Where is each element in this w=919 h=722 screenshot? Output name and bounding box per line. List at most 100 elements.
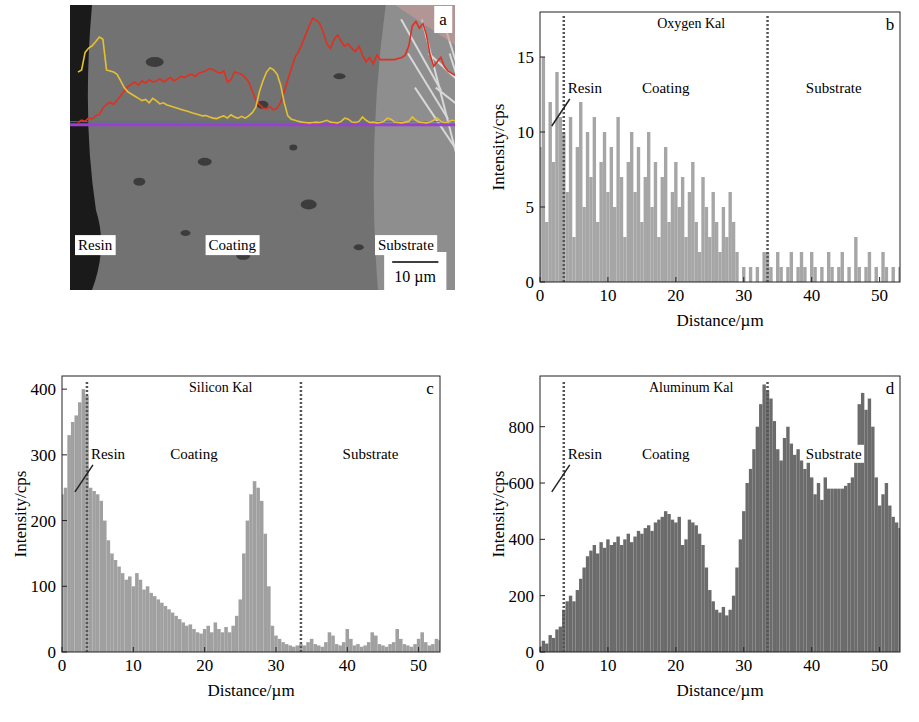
pore	[289, 145, 297, 151]
bar	[868, 252, 871, 282]
bar	[773, 421, 776, 652]
region-label: Coating	[209, 237, 257, 253]
bar	[406, 645, 410, 652]
bar	[253, 481, 257, 652]
bar	[810, 477, 813, 652]
x-tick-label: 0	[58, 656, 67, 675]
bar	[623, 539, 626, 652]
bar	[708, 590, 711, 652]
bar	[732, 222, 735, 282]
bar	[593, 545, 596, 652]
bar	[164, 606, 168, 652]
bar	[796, 267, 799, 282]
bar	[695, 525, 698, 652]
bar	[613, 207, 616, 282]
bar	[644, 177, 647, 282]
region-label: Substrate	[806, 80, 862, 96]
bar	[830, 267, 833, 282]
bar	[292, 647, 296, 652]
label-pointer	[75, 465, 93, 492]
y-tick	[540, 426, 545, 427]
bar	[559, 117, 562, 282]
x-tick	[743, 277, 744, 282]
bar	[242, 553, 246, 652]
bar	[153, 596, 157, 652]
bar	[603, 132, 606, 282]
bar	[644, 528, 647, 652]
bar	[324, 642, 328, 652]
y-axis-title: Intensity/cps	[11, 471, 30, 558]
bar	[630, 132, 633, 282]
label-pointer	[552, 465, 570, 492]
y-tick-label: 400	[31, 380, 57, 399]
bar	[388, 644, 392, 652]
bar	[881, 252, 884, 282]
bar	[542, 57, 545, 282]
bar	[813, 267, 816, 282]
bar	[858, 267, 861, 282]
x-tick	[275, 647, 276, 652]
bar	[895, 522, 898, 652]
scale-bar	[392, 261, 438, 263]
bar	[99, 501, 103, 652]
bar	[725, 615, 728, 652]
bar	[664, 147, 667, 282]
x-tick	[540, 647, 541, 652]
bar	[705, 568, 708, 652]
pore	[146, 57, 164, 67]
x-tick-label: 20	[196, 656, 213, 675]
scan-profile	[78, 18, 455, 122]
bar	[728, 192, 731, 282]
bar	[256, 488, 260, 652]
bar	[691, 162, 694, 282]
x-tick	[347, 647, 348, 652]
boundaries	[87, 380, 301, 652]
bar	[667, 222, 670, 282]
bar	[858, 404, 861, 652]
bar	[681, 545, 684, 652]
panel-a: ResinCoatingSubstrate10 µma	[70, 5, 497, 290]
panel-label-background	[434, 6, 452, 33]
bar	[203, 629, 207, 652]
bar	[735, 568, 738, 652]
x-tick	[133, 647, 134, 652]
bar	[89, 488, 93, 652]
x-tick-label: 50	[871, 656, 888, 675]
bar	[552, 162, 555, 282]
y-tick-label: 300	[31, 446, 57, 465]
bar	[249, 494, 253, 652]
bar	[674, 522, 677, 652]
bar	[274, 636, 278, 652]
bar	[146, 586, 150, 652]
panel-label-background	[884, 378, 897, 399]
bar	[403, 644, 407, 652]
y-tick-label: 5	[526, 198, 535, 217]
bar	[545, 644, 548, 652]
bar	[399, 639, 403, 652]
bar	[769, 399, 772, 652]
bar	[157, 599, 161, 652]
bar	[725, 237, 728, 282]
bar	[392, 642, 396, 652]
label-background	[640, 79, 692, 97]
bar	[674, 162, 677, 282]
label-background	[640, 445, 692, 463]
bar	[331, 636, 335, 652]
substrate-streak	[415, 88, 455, 148]
bar	[701, 177, 704, 282]
bar	[786, 427, 789, 652]
bar	[599, 542, 602, 652]
region-label: Resin	[568, 80, 603, 96]
bar	[589, 177, 592, 282]
pore	[198, 158, 212, 166]
boundaries	[564, 380, 768, 652]
label-background	[566, 445, 605, 463]
bar	[810, 252, 813, 282]
bar	[827, 489, 830, 652]
bar	[678, 207, 681, 282]
boundary-line	[300, 380, 303, 652]
bar	[582, 207, 585, 282]
bar	[756, 267, 759, 282]
bar	[128, 576, 132, 652]
bar	[868, 399, 871, 652]
